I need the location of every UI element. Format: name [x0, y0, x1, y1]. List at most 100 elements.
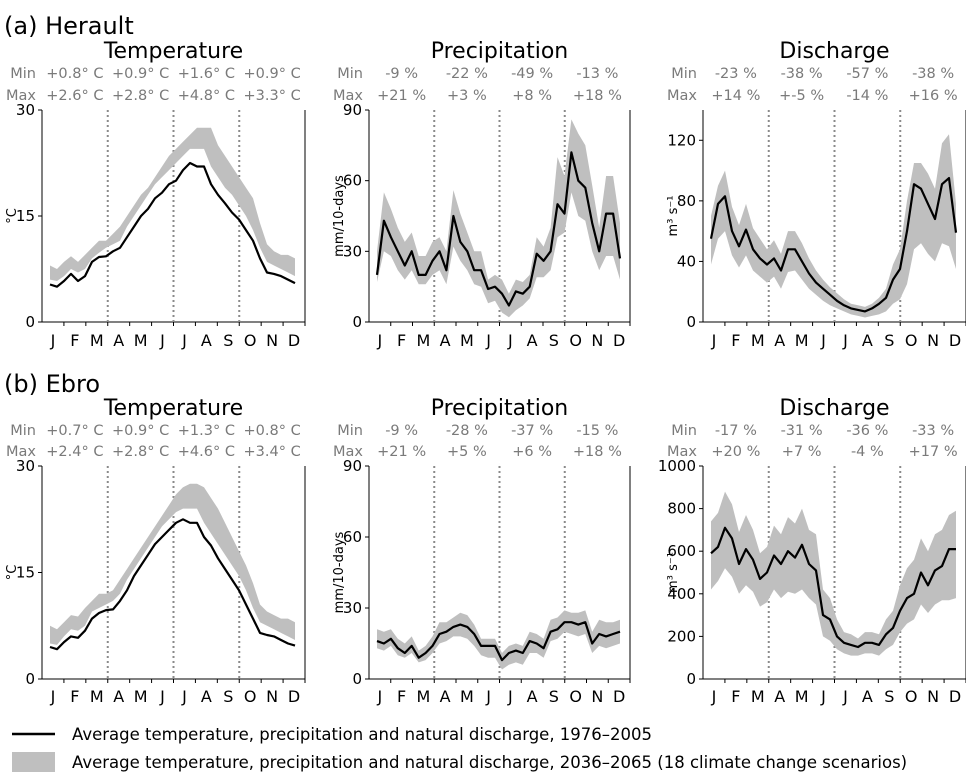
season-min-value: +0.7° C: [46, 423, 103, 439]
season-max-value: +3 %: [447, 88, 487, 104]
season-min-value: -36 %: [846, 423, 888, 439]
x-tick-label: M: [751, 331, 765, 350]
baseline-series-line: [376, 621, 621, 662]
panel-ebro-precipitation: Precipitation Min Max -9 % -28 % -37 % -15 % +2…: [332, 396, 631, 706]
x-tick-label: D: [288, 687, 300, 706]
x-tick-label: S: [549, 687, 559, 706]
x-tick-label: A: [113, 687, 124, 706]
x-tick-label: F: [70, 687, 79, 706]
x-tick-label: D: [613, 331, 625, 350]
scenario-band: [711, 134, 956, 318]
season-min-value: -9 %: [385, 66, 418, 82]
panel-ebro-temperature: Temperature Min Max +0.7° C +0.9° C +1.3° C +0…: [5, 396, 306, 706]
season-max-value: +8 %: [512, 88, 552, 104]
x-tick-label: D: [613, 687, 625, 706]
season-max-value: +2.8° C: [112, 444, 169, 460]
x-tick-label: J: [159, 687, 165, 706]
x-tick-label: A: [527, 331, 538, 350]
x-tick-label: J: [711, 687, 717, 706]
season-min-value: -15 %: [576, 423, 618, 439]
max-row-label: Max: [333, 88, 363, 104]
season-min-value: +0.8° C: [46, 66, 103, 82]
x-tick-label: A: [527, 687, 538, 706]
y-tick-label: 0: [352, 670, 362, 688]
x-tick-label: S: [549, 331, 559, 350]
season-min-value: +0.9° C: [112, 66, 169, 82]
panel-title: Precipitation: [431, 396, 569, 421]
scenario-band: [377, 610, 620, 670]
max-row-label: Max: [667, 88, 697, 104]
x-tick-label: F: [70, 331, 79, 350]
season-min-value: -37 %: [511, 423, 553, 439]
x-tick-label: O: [569, 687, 582, 706]
x-tick-label: M: [416, 687, 430, 706]
season-min-value: +0.9° C: [244, 66, 301, 82]
x-tick-label: O: [244, 331, 257, 350]
x-tick-label: J: [507, 331, 513, 350]
panel-title: Temperature: [103, 396, 243, 421]
x-tick-label: S: [884, 331, 894, 350]
season-min-value: +1.6° C: [178, 66, 235, 82]
legend-band-swatch: [12, 752, 55, 772]
x-tick-label: N: [266, 331, 278, 350]
x-tick-label: J: [377, 687, 383, 706]
section-title-ebro: (b) Ebro: [4, 370, 100, 398]
panel-herault-precipitation: Precipitation Min Max -9 % -22 % -49 % -13 % +2…: [332, 39, 631, 350]
y-tick-label: 400: [667, 585, 696, 603]
season-max-value: +2.6° C: [46, 88, 103, 104]
y-tick-label: 30: [343, 599, 362, 617]
season-min-value: -23 %: [715, 66, 757, 82]
y-axis-label: °C: [5, 565, 20, 581]
y-tick-label: 600: [667, 542, 696, 560]
scenario-band: [711, 491, 956, 656]
y-tick-label: 30: [16, 457, 35, 475]
y-tick-label: 90: [343, 101, 362, 119]
min-row-label: Min: [671, 66, 697, 82]
season-max-value: +16 %: [909, 88, 958, 104]
y-axis-label: m³ s⁻¹: [666, 196, 681, 237]
season-max-value: +18 %: [573, 88, 622, 104]
x-tick-label: A: [774, 687, 785, 706]
y-tick-label: 60: [343, 172, 362, 190]
x-tick-label: A: [440, 687, 451, 706]
section-title-herault: (a) Herault: [4, 12, 134, 40]
max-row-label: Max: [667, 444, 697, 460]
x-tick-label: D: [949, 331, 961, 350]
season-max-value: +4.6° C: [178, 444, 235, 460]
max-row-label: Max: [6, 88, 36, 104]
season-max-value: +21 %: [377, 444, 426, 460]
x-tick-label: N: [266, 687, 278, 706]
min-row-label: Min: [671, 423, 697, 439]
min-row-label: Min: [10, 423, 36, 439]
x-tick-label: A: [774, 331, 785, 350]
season-min-value: -38 %: [912, 66, 954, 82]
season-max-value: +5 %: [447, 444, 487, 460]
y-tick-label: 120: [667, 131, 696, 149]
x-tick-label: J: [181, 687, 187, 706]
x-tick-label: J: [159, 331, 165, 350]
x-tick-label: D: [288, 331, 300, 350]
x-tick-label: M: [90, 331, 104, 350]
x-tick-label: M: [416, 331, 430, 350]
x-tick-label: A: [862, 331, 873, 350]
season-min-value: -49 %: [511, 66, 553, 82]
y-tick-label: 800: [667, 500, 696, 518]
y-axis-label: mm/10-days: [332, 531, 347, 613]
x-tick-label: S: [884, 687, 894, 706]
season-min-value: -13 %: [576, 66, 618, 82]
min-row-label: Min: [10, 66, 36, 82]
x-tick-label: O: [905, 687, 918, 706]
x-tick-label: M: [751, 687, 765, 706]
season-max-value: +6 %: [512, 444, 552, 460]
legend: Average temperature, precipitation and n…: [12, 725, 907, 772]
x-tick-label: A: [440, 331, 451, 350]
x-tick-label: A: [113, 331, 124, 350]
season-max-value: -14 %: [846, 88, 888, 104]
baseline-series-line: [375, 151, 622, 307]
x-tick-label: D: [949, 687, 961, 706]
season-max-value: +17 %: [909, 444, 958, 460]
y-tick-label: 0: [686, 313, 696, 331]
x-tick-label: J: [377, 331, 383, 350]
panel-title: Discharge: [779, 39, 889, 64]
